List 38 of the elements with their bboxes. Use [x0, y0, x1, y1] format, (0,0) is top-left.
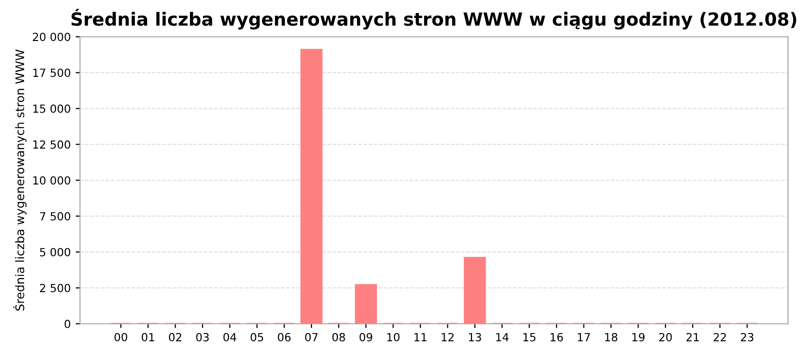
x-tick-label: 06: [278, 332, 291, 342]
x-tick-label: 07: [305, 332, 318, 342]
x-tick-label: 01: [142, 332, 154, 342]
y-tick-label: 17 500: [33, 68, 70, 78]
x-tick-label: 19: [632, 332, 645, 342]
y-tick-label: 20 000: [32, 32, 70, 42]
x-tick-label: 17: [578, 333, 590, 342]
y-tick-label: 5 000: [40, 248, 70, 256]
y-tick-label: 15 000: [33, 104, 70, 113]
x-tick-label: 13: [468, 332, 482, 342]
bar: [464, 256, 486, 324]
x-tick-label: 02: [168, 332, 182, 342]
x-tick-label: 15: [523, 333, 536, 342]
x-tick-label: 08: [332, 332, 345, 342]
y-tick-label: 7 500: [40, 212, 70, 221]
x-tick-label: 23: [740, 332, 754, 342]
x-tick-label: 16: [550, 332, 563, 342]
y-tick-label: 0: [64, 320, 70, 328]
x-tick-label: 03: [196, 332, 209, 342]
y-axis-title: Średnia liczba wygenerowanych stron WWW: [13, 50, 27, 311]
x-tick-label: 04: [223, 332, 236, 342]
y-tick-label: 10 000: [33, 176, 70, 185]
x-tick-label: 09: [360, 332, 372, 342]
x-tick-label: 20: [659, 332, 672, 342]
bar: [300, 48, 323, 324]
x-tick-label: 05: [250, 332, 264, 342]
x-tick-label: 22: [714, 332, 726, 342]
y-tick-label: 2 500: [40, 284, 70, 292]
bar: [354, 284, 377, 324]
x-tick-label: 21: [686, 332, 699, 342]
x-tick-label: 12: [442, 332, 454, 342]
x-tick-label: 11: [414, 333, 426, 342]
x-tick-label: 18: [605, 332, 618, 342]
chart-title: Średnia liczba wygenerowanych stron WWW w ciągu godziny (2012.08): [72, 8, 796, 30]
x-tick-label: 00: [114, 332, 128, 342]
y-tick-label: 12 500: [33, 140, 70, 149]
x-tick-label: 10: [387, 332, 400, 342]
x-tick-label: 14: [496, 333, 509, 342]
